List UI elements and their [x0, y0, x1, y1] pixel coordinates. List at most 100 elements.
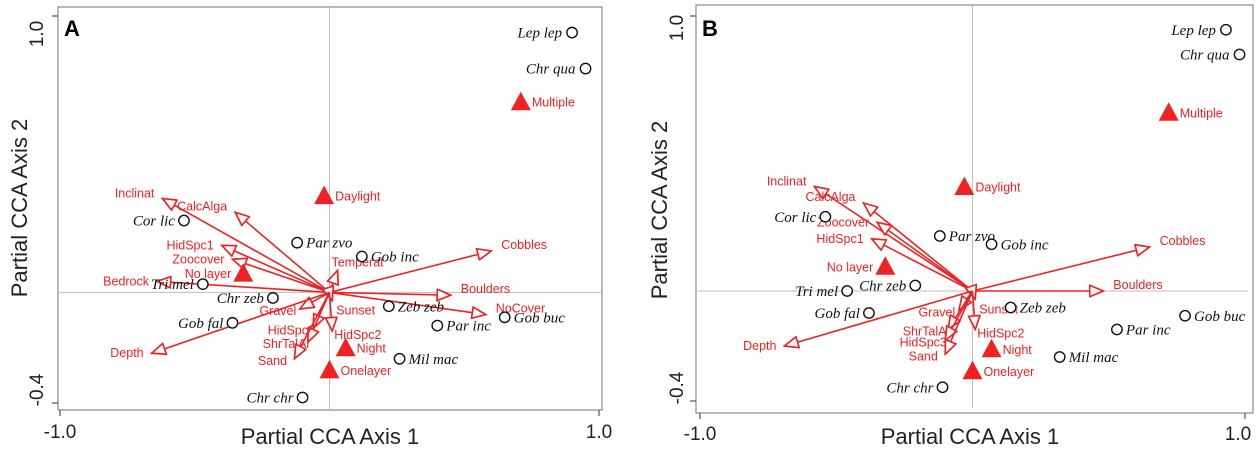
vector-arrow [814, 187, 973, 292]
vector-label: Inclinat [767, 175, 807, 189]
y-tick-label: -0.4 [27, 373, 48, 406]
vector-arrow [157, 281, 330, 294]
species-label: Gob fal [815, 306, 860, 322]
species-point [909, 279, 922, 292]
vector-arrow [973, 290, 976, 330]
factor-label: No layer [827, 260, 874, 274]
species-point [498, 311, 511, 324]
species-point [1004, 301, 1017, 314]
factor-triangle [319, 359, 340, 379]
plot-frame [695, 4, 1254, 414]
vector-label: Sand [258, 354, 287, 368]
species-point [393, 352, 406, 365]
factor-triangle [875, 256, 896, 275]
panel-label: A [64, 16, 80, 41]
factor-triangle [981, 338, 1002, 358]
x-tick-label: 1.0 [1225, 424, 1251, 445]
species-label: Par inc [445, 319, 491, 335]
species-point [431, 319, 444, 332]
species-label: Gob buc [1194, 309, 1246, 325]
vector-label: Gravel [918, 305, 955, 319]
vector-arrow [162, 198, 330, 294]
species-point [178, 214, 190, 227]
species-point [579, 62, 592, 75]
vector-arrow [872, 239, 973, 292]
species-point [382, 300, 395, 313]
species-point [933, 230, 946, 242]
species-point [985, 238, 998, 251]
vector-label: ShrTalAl [903, 325, 950, 339]
factor-triangle [510, 91, 531, 111]
vector-label: CalcAlga [805, 190, 855, 204]
y-axis-title: Partial CCA Axis 2 [647, 121, 672, 300]
factor-label: Daylight [975, 181, 1021, 195]
vector-arrow [330, 270, 338, 293]
species-point [291, 236, 304, 249]
factor-label: Night [1003, 343, 1033, 357]
species-label: Gob inc [1001, 237, 1049, 253]
factor-label: Multiple [532, 96, 575, 110]
species-label: Mil mac [1068, 350, 1119, 366]
y-tick-label: -0.4 [667, 371, 688, 404]
vector-label: Cobbles [501, 238, 547, 252]
species-point [1220, 23, 1232, 36]
vector-arrow [300, 291, 330, 309]
vector-label: HidSpc3 [268, 323, 315, 337]
vector-arrow [864, 203, 974, 292]
vector-arrow [329, 292, 451, 295]
vector-arrow [329, 291, 486, 314]
species-label: Chr qua [1180, 48, 1230, 64]
vector-label: Sunset [336, 304, 375, 318]
vector-label: NoCover [496, 302, 545, 316]
vector-arrow [329, 251, 492, 294]
species-label: Gob fal [178, 316, 223, 332]
species-label: Cor lic [133, 214, 175, 230]
factor-label: Onelayer [984, 365, 1035, 379]
factor-label: Night [357, 342, 387, 356]
vector-arrow [972, 247, 1150, 292]
factor-label: Onelayer [341, 364, 392, 378]
vector-arrow [330, 292, 333, 331]
x-tick-label: -1.0 [684, 424, 717, 445]
factor-triangle [233, 263, 254, 282]
species-point [863, 307, 875, 319]
vector-label: Depth [110, 346, 143, 360]
factor-triangle [335, 337, 356, 357]
y-axis-title: Partial CCA Axis 2 [7, 119, 32, 298]
vector-arrow [152, 291, 330, 353]
vector-label: Depth [743, 339, 776, 353]
species-label: Zeb zeb [1020, 301, 1067, 317]
species-label: Lep lep [1170, 23, 1216, 39]
factor-triangle [314, 185, 335, 205]
species-label: Tri mel [151, 277, 194, 293]
vector-label: Boulders [1113, 278, 1162, 292]
vector-label: Bedrock [103, 274, 150, 288]
species-label: Mil mac [408, 352, 459, 368]
species-label: Par zvo [305, 236, 353, 252]
species-point [1233, 48, 1246, 61]
species-label: Gob buc [514, 310, 566, 326]
factor-triangle [954, 176, 975, 195]
species-point [1179, 309, 1191, 322]
x-axis-title: Partial CCA Axis 1 [881, 424, 1060, 449]
panel-a: Partial CCA Axis 2 1.0 -0.4 -1.0 1.0 Par… [7, 6, 612, 449]
species-point [936, 381, 949, 394]
species-point [267, 292, 279, 304]
species-point [1111, 323, 1123, 336]
vector-label: Zoocover [172, 252, 224, 266]
species-label: Chr chr [246, 390, 293, 406]
species-point [1053, 351, 1066, 363]
factor-label: Multiple [1180, 106, 1223, 120]
species-point [296, 391, 309, 404]
species-point [841, 285, 854, 297]
vector-label: Temperat [332, 255, 385, 269]
vector-arrow [232, 259, 330, 294]
vector-arrow [877, 222, 973, 292]
vector-label: CalcAlga [177, 199, 227, 213]
vector-label: HidSpc2 [977, 327, 1024, 341]
species-label: Chr zeb [217, 291, 265, 307]
vector-label: HidSpc1 [166, 238, 213, 252]
species-label: Par inc [1125, 323, 1171, 339]
